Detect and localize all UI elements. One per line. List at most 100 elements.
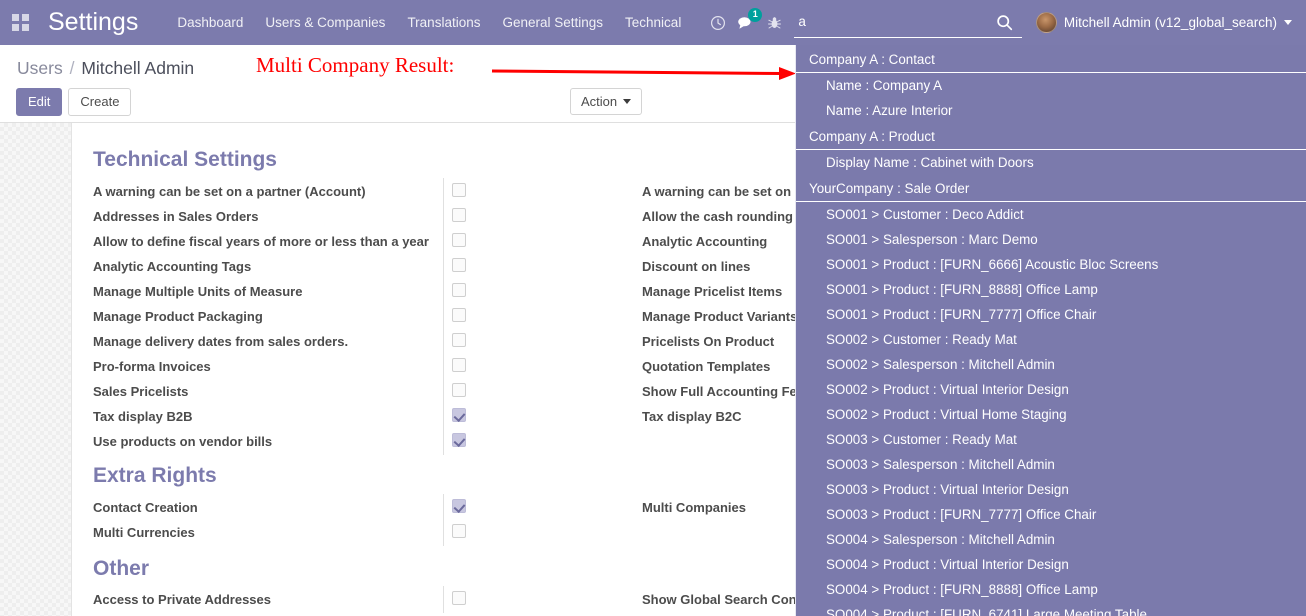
setting-checkbox[interactable] [452,308,466,322]
column-separator [443,494,444,546]
search-result-item[interactable]: Name : Azure Interior [826,103,953,118]
column-separator [443,178,444,455]
action-dropdown-button[interactable]: Action [570,88,643,115]
setting-field-label: Pro-forma Invoices [93,359,211,374]
search-result-item[interactable]: SO002 > Customer : Ready Mat [826,332,1017,347]
setting-field-label: Multi Currencies [93,525,195,540]
setting-checkbox[interactable] [452,383,466,397]
search-result-item[interactable]: SO004 > Product : [FURN_6741] Large Meet… [826,607,1147,616]
apps-menu-toggle[interactable] [0,0,40,45]
global-search-results-dropdown[interactable]: Company A : Contact Name : Company A Name … [795,45,1306,616]
navbar-menu-item[interactable]: Translations [407,15,481,30]
setting-checkbox[interactable] [452,433,466,447]
search-result-group-header: Company A : Product [796,123,1306,150]
user-menu-label: Mitchell Admin (v12_global_search) [1063,15,1277,30]
bug-icon[interactable] [760,0,788,45]
search-result-item[interactable]: SO001 > Salesperson : Marc Demo [826,232,1038,247]
search-result-item[interactable]: SO003 > Product : [FURN_7777] Office Cha… [826,507,1097,522]
setting-checkbox[interactable] [452,208,466,222]
setting-checkbox[interactable] [452,333,466,347]
search-result-item[interactable]: SO001 > Product : [FURN_8888] Office Lam… [826,282,1098,297]
settings-group-title: Technical Settings [93,148,277,171]
setting-field-label: Analytic Accounting [642,234,768,249]
breadcrumb-root[interactable]: Users [17,58,63,78]
edit-button[interactable]: Edit [16,88,63,116]
setting-checkbox[interactable] [452,183,466,197]
setting-checkbox[interactable] [452,358,466,372]
search-result-item[interactable]: SO002 > Product : Virtual Interior Desig… [826,382,1069,397]
action-dropdown-label: Action [581,94,618,109]
chat-bubble-icon[interactable]: 1 [732,0,763,45]
search-result-item[interactable]: SO003 > Customer : Ready Mat [826,432,1017,447]
search-submit-button[interactable] [990,9,1018,35]
annotation-arrow-icon [491,67,796,80]
setting-checkbox[interactable] [452,283,466,297]
search-result-item[interactable]: SO004 > Product : Virtual Interior Desig… [826,557,1069,572]
navbar-menu-item[interactable]: Users & Companies [265,15,386,30]
breadcrumb: Users / Mitchell Admin [17,58,194,79]
user-menu[interactable]: Mitchell Admin (v12_global_search) [1032,12,1296,33]
setting-field-label: Manage Product Packaging [93,309,263,324]
navbar-menu: Dashboard Users & Companies Translations Ge… [166,0,692,45]
clock-icon[interactable] [704,0,732,45]
navbar-menu-item[interactable]: General Settings [502,15,604,30]
setting-field-label: Sales Pricelists [93,384,189,399]
search-result-group-header: Company A : Contact [796,46,1306,73]
setting-field-label: Pricelists On Product [642,334,775,349]
setting-checkbox[interactable] [452,524,466,538]
setting-field-label: Addresses in Sales Orders [93,209,259,224]
chevron-down-icon [623,99,632,104]
search-result-item[interactable]: SO001 > Product : [FURN_7777] Office Cha… [826,307,1097,322]
search-result-item[interactable]: Display Name : Cabinet with Doors [826,155,1034,170]
setting-checkbox[interactable] [452,591,466,605]
search-result-item[interactable]: SO003 > Salesperson : Mitchell Admin [826,457,1055,472]
setting-field-label: Tax display B2C [642,409,742,424]
setting-field-label: Contact Creation [93,500,198,515]
setting-field-label: Multi Companies [642,500,747,515]
global-search-box [794,8,1023,38]
chevron-down-icon [1284,20,1292,25]
apps-grid-icon [11,14,29,31]
breadcrumb-current: Mitchell Admin [81,58,195,78]
setting-field-label: Discount on lines [642,259,751,274]
global-search-input[interactable] [794,13,991,31]
setting-field-label: Manage Multiple Units of Measure [93,284,303,299]
search-result-item[interactable]: SO004 > Salesperson : Mitchell Admin [826,532,1055,547]
create-button[interactable]: Create [68,88,132,116]
setting-field-label: Use products on vendor bills [93,434,273,449]
search-result-item[interactable]: SO001 > Product : [FURN_6666] Acoustic B… [826,257,1159,272]
setting-field-label: Manage Product Variants [642,309,798,324]
app-brand-title[interactable]: Settings [48,8,139,36]
setting-field-label: Allow to define fiscal years of more or … [93,234,429,249]
setting-field-label: A warning can be set on a partner (Accou… [93,184,366,199]
search-result-item[interactable]: SO004 > Product : [FURN_8888] Office Lam… [826,582,1098,597]
search-result-item[interactable]: SO002 > Product : Virtual Home Staging [826,407,1067,422]
search-result-item[interactable]: SO001 > Customer : Deco Addict [826,207,1024,222]
setting-checkbox[interactable] [452,499,466,513]
search-result-item[interactable]: Name : Company A [826,78,943,93]
setting-field-label: Access to Private Addresses [93,592,272,607]
settings-group-title: Extra Rights [93,464,217,487]
column-separator [443,586,444,613]
navbar-menu-item[interactable]: Dashboard [177,15,244,30]
setting-field-label: Quotation Templates [642,359,771,374]
chat-unread-badge: 1 [748,8,763,22]
search-result-group-header: YourCompany : Sale Order [796,175,1306,202]
form-action-buttons: Edit Create [16,88,132,116]
setting-field-label: Manage Pricelist Items [642,284,783,299]
setting-field-label: Manage delivery dates from sales orders. [93,334,349,349]
systray-icons: 1 [704,0,788,45]
avatar [1035,12,1057,33]
setting-checkbox[interactable] [452,258,466,272]
setting-field-label: Analytic Accounting Tags [93,259,252,274]
breadcrumb-separator: / [69,58,75,78]
setting-checkbox[interactable] [452,233,466,247]
setting-field-label: Show Full Accounting Features [642,384,836,399]
setting-field-label: Tax display B2B [93,409,193,424]
setting-checkbox[interactable] [452,408,466,422]
search-result-item[interactable]: SO003 > Product : Virtual Interior Desig… [826,482,1069,497]
settings-group-title: Other [93,557,150,580]
navbar-menu-item[interactable]: Technical [625,15,682,30]
search-result-item[interactable]: SO002 > Salesperson : Mitchell Admin [826,357,1055,372]
